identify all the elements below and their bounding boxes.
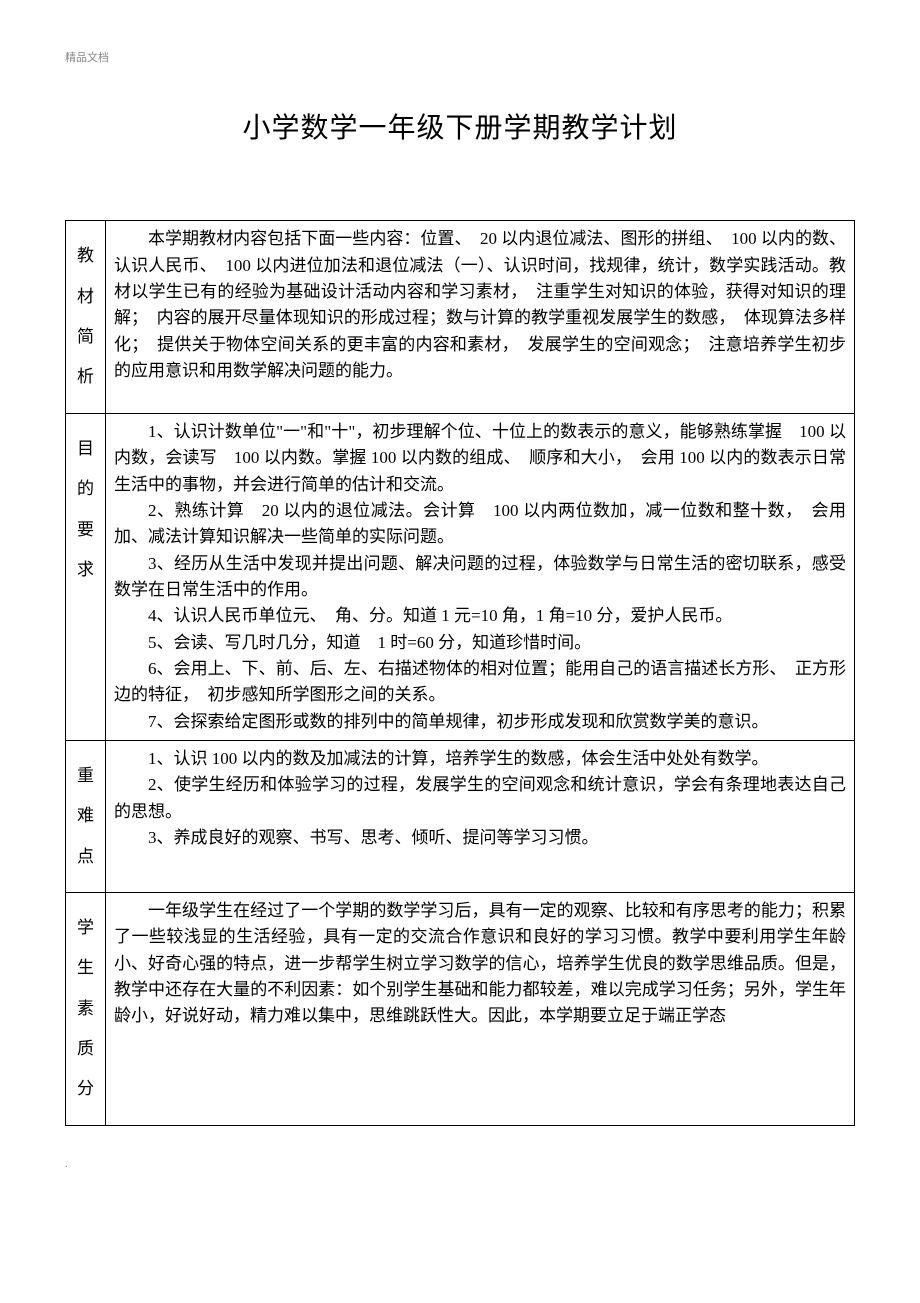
section-content: 本学期教材内容包括下面一些内容：位置、 20 以内退位减法、图形的拼组、 100… xyxy=(106,221,855,413)
footer-dot: . xyxy=(65,1156,855,1173)
section-label-char: 生 xyxy=(72,955,99,981)
table-row: 目的要求1、认识计数单位"一"和"十"，初步理解个位、十位上的数表示的意义，能够… xyxy=(66,413,855,740)
header-label: 精品文档 xyxy=(65,50,855,67)
section-label-char: 点 xyxy=(72,844,99,870)
section-label-char: 目 xyxy=(72,436,99,462)
section-paragraph: 6、会用上、下、前、后、左、右描述物体的相对位置；能用自己的语言描述长方形、 正… xyxy=(114,656,846,709)
section-label-char: 析 xyxy=(72,364,99,390)
section-paragraph: 4、认识人民币单位元、 角、分。知道 1 元=10 角，1 角=10 分，爱护人… xyxy=(114,603,846,629)
section-label: 重难点 xyxy=(66,740,106,892)
section-paragraph: 7、会探索给定图形或数的排列中的简单规律，初步形成发现和欣赏数学美的意识。 xyxy=(114,709,846,735)
section-label-char: 求 xyxy=(72,557,99,583)
section-paragraph: 3、养成良好的观察、书写、思考、倾听、提问等学习习惯。 xyxy=(114,825,846,851)
section-label-char: 素 xyxy=(72,996,99,1022)
section-content: 1、认识 100 以内的数及加减法的计算，培养学生的数感，体会生活中处处有数学。… xyxy=(106,740,855,892)
section-label-char: 学 xyxy=(72,915,99,941)
section-paragraph: 2、使学生经历和体验学习的过程，发展学生的空间观念和统计意识，学会有条理地表达自… xyxy=(114,772,846,825)
section-label-char: 重 xyxy=(72,763,99,789)
section-paragraph: 一年级学生在经过了一个学期的数学学习后，具有一定的观察、比较和有序思考的能力；积… xyxy=(114,898,846,1030)
section-paragraph: 本学期教材内容包括下面一些内容：位置、 20 以内退位减法、图形的拼组、 100… xyxy=(114,226,846,384)
section-label-char: 质 xyxy=(72,1036,99,1062)
section-label-char: 的 xyxy=(72,476,99,502)
page-title: 小学数学一年级下册学期教学计划 xyxy=(65,107,855,150)
section-paragraph: 2、熟练计算 20 以内的退位减法。会计算 100 以内两位数加，减一位数和整十… xyxy=(114,498,846,551)
section-label-char: 材 xyxy=(72,284,99,310)
section-label-char: 难 xyxy=(72,803,99,829)
section-label-char: 简 xyxy=(72,324,99,350)
section-label-char: 要 xyxy=(72,517,99,543)
section-label-char: 教 xyxy=(72,243,99,269)
section-label: 目的要求 xyxy=(66,413,106,740)
section-paragraph: 1、认识计数单位"一"和"十"，初步理解个位、十位上的数表示的意义，能够熟练掌握… xyxy=(114,419,846,498)
section-label-char: 分 xyxy=(72,1076,99,1102)
section-paragraph: 3、经历从生活中发现并提出问题、解决问题的过程，体验数学与日常生活的密切联系，感… xyxy=(114,551,846,604)
section-content: 一年级学生在经过了一个学期的数学学习后，具有一定的观察、比较和有序思考的能力；积… xyxy=(106,892,855,1125)
table-row: 学生素质分一年级学生在经过了一个学期的数学学习后，具有一定的观察、比较和有序思考… xyxy=(66,892,855,1125)
plan-table-body: 教材简析本学期教材内容包括下面一些内容：位置、 20 以内退位减法、图形的拼组、… xyxy=(66,221,855,1125)
section-paragraph: 5、会读、写几时几分，知道 1 时=60 分，知道珍惜时间。 xyxy=(114,630,846,656)
table-row: 重难点1、认识 100 以内的数及加减法的计算，培养学生的数感，体会生活中处处有… xyxy=(66,740,855,892)
plan-table: 教材简析本学期教材内容包括下面一些内容：位置、 20 以内退位减法、图形的拼组、… xyxy=(65,220,855,1125)
section-content: 1、认识计数单位"一"和"十"，初步理解个位、十位上的数表示的意义，能够熟练掌握… xyxy=(106,413,855,740)
table-row: 教材简析本学期教材内容包括下面一些内容：位置、 20 以内退位减法、图形的拼组、… xyxy=(66,221,855,413)
section-label: 教材简析 xyxy=(66,221,106,413)
section-paragraph: 1、认识 100 以内的数及加减法的计算，培养学生的数感，体会生活中处处有数学。 xyxy=(114,746,846,772)
section-label: 学生素质分 xyxy=(66,892,106,1125)
